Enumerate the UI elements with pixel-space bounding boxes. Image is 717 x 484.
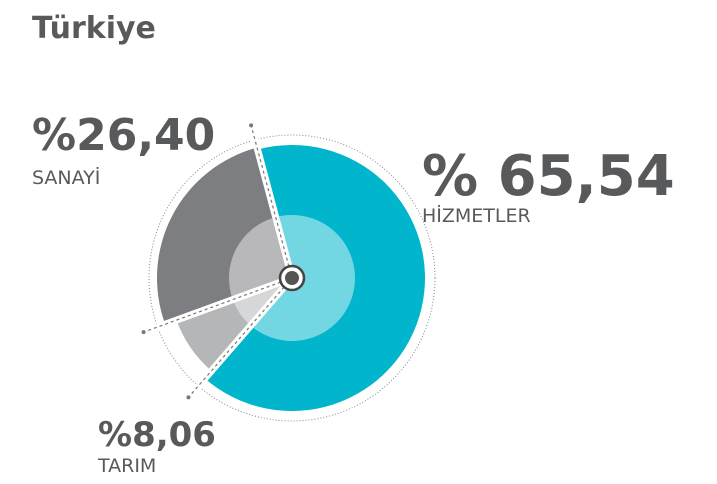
- outer-ring: [148, 134, 436, 422]
- separator-dot: [141, 330, 146, 335]
- separator-dash: [250, 125, 293, 279]
- value-label: % 65,54: [422, 144, 675, 209]
- separator-dot: [186, 395, 191, 400]
- chart-title: Türkiye: [32, 11, 156, 46]
- category-label: TARIM: [97, 455, 156, 477]
- value-label: %26,40: [32, 110, 215, 161]
- separator-dot: [249, 123, 254, 128]
- separator-dash: [188, 277, 293, 398]
- separator-dash: [143, 277, 293, 333]
- category-label: SANAYİ: [32, 166, 100, 189]
- center-dot-inner: [285, 271, 299, 285]
- pie-slice-inner: [229, 217, 292, 300]
- category-label: HİZMETLER: [422, 204, 531, 227]
- value-label: %8,06: [98, 415, 216, 455]
